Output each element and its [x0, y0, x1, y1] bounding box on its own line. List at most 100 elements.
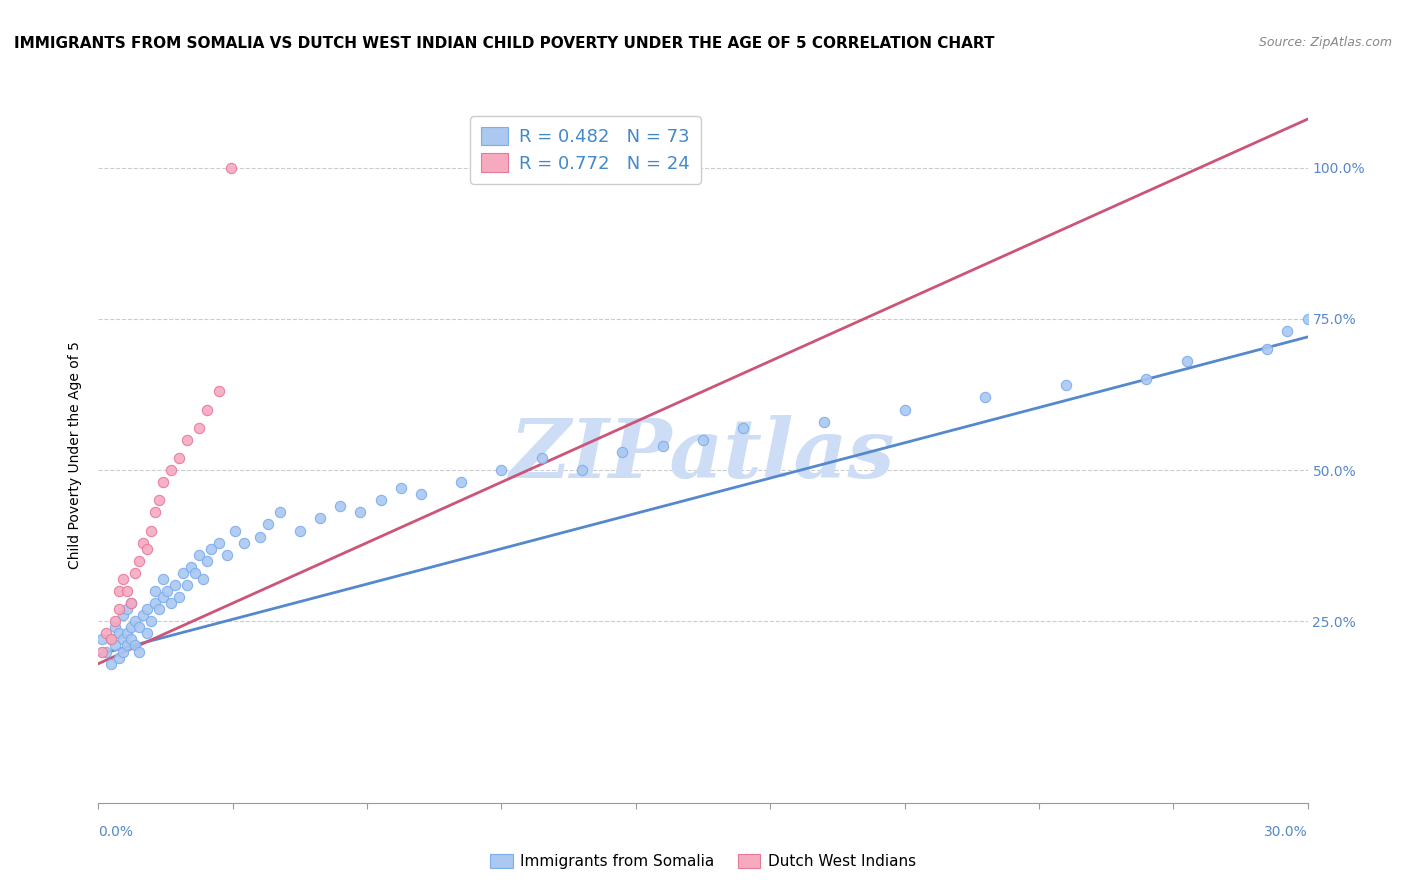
Point: [269, 505, 291, 519]
Point: [143, 596, 166, 610]
Point: [160, 596, 183, 610]
Point: [288, 524, 311, 538]
Point: [100, 657, 122, 671]
Point: [1296, 311, 1319, 326]
Point: [103, 620, 125, 634]
Legend: R = 0.482   N = 73, R = 0.772   N = 24: R = 0.482 N = 73, R = 0.772 N = 24: [470, 116, 700, 184]
Point: [124, 639, 146, 653]
Point: [349, 505, 371, 519]
Point: [224, 524, 246, 538]
Point: [176, 433, 198, 447]
Point: [120, 620, 142, 634]
Point: [152, 572, 174, 586]
Point: [571, 463, 593, 477]
Point: [1277, 324, 1299, 338]
Point: [115, 626, 138, 640]
Point: [217, 548, 239, 562]
Point: [148, 602, 170, 616]
Point: [893, 402, 915, 417]
Point: [172, 566, 194, 580]
Point: [120, 632, 142, 647]
Point: [651, 439, 673, 453]
Point: [107, 584, 129, 599]
Point: [692, 433, 714, 447]
Point: [103, 639, 125, 653]
Point: [195, 554, 218, 568]
Point: [249, 530, 271, 544]
Point: [100, 632, 122, 647]
Point: [107, 650, 129, 665]
Point: [111, 644, 134, 658]
Point: [107, 626, 129, 640]
Point: [135, 602, 157, 616]
Point: [409, 487, 432, 501]
Y-axis label: Child Poverty Under the Age of 5: Child Poverty Under the Age of 5: [69, 341, 83, 569]
Point: [128, 620, 150, 634]
Point: [180, 559, 202, 574]
Point: [188, 420, 211, 434]
Point: [195, 402, 218, 417]
Point: [256, 517, 278, 532]
Text: IMMIGRANTS FROM SOMALIA VS DUTCH WEST INDIAN CHILD POVERTY UNDER THE AGE OF 5 CO: IMMIGRANTS FROM SOMALIA VS DUTCH WEST IN…: [14, 36, 994, 51]
Point: [143, 584, 166, 599]
Point: [135, 626, 157, 640]
Point: [152, 475, 174, 490]
Point: [124, 566, 146, 580]
Point: [208, 535, 231, 549]
Legend: Immigrants from Somalia, Dutch West Indians: Immigrants from Somalia, Dutch West Indi…: [484, 848, 922, 875]
Point: [167, 450, 190, 465]
Point: [148, 493, 170, 508]
Point: [193, 572, 215, 586]
Point: [1054, 378, 1077, 392]
Point: [100, 632, 122, 647]
Point: [91, 644, 114, 658]
Point: [124, 615, 146, 629]
Point: [115, 584, 138, 599]
Point: [208, 384, 231, 399]
Point: [156, 584, 179, 599]
Point: [221, 161, 243, 175]
Text: ZIPatlas: ZIPatlas: [510, 415, 896, 495]
Point: [128, 644, 150, 658]
Point: [184, 566, 207, 580]
Point: [152, 590, 174, 604]
Point: [309, 511, 332, 525]
Point: [107, 602, 129, 616]
Point: [139, 615, 162, 629]
Point: [103, 615, 125, 629]
Point: [733, 420, 755, 434]
Point: [450, 475, 472, 490]
Point: [111, 632, 134, 647]
Point: [91, 632, 114, 647]
Point: [813, 415, 835, 429]
Point: [530, 450, 553, 465]
Point: [120, 596, 142, 610]
Point: [1135, 372, 1157, 386]
Point: [329, 500, 352, 514]
Point: [120, 596, 142, 610]
Point: [96, 626, 118, 640]
Text: 30.0%: 30.0%: [1264, 825, 1308, 839]
Point: [1175, 354, 1198, 368]
Text: 0.0%: 0.0%: [98, 825, 134, 839]
Point: [135, 541, 157, 556]
Point: [491, 463, 513, 477]
Point: [370, 493, 392, 508]
Text: Source: ZipAtlas.com: Source: ZipAtlas.com: [1258, 36, 1392, 49]
Point: [163, 578, 186, 592]
Point: [96, 644, 118, 658]
Point: [232, 535, 254, 549]
Point: [612, 445, 634, 459]
Point: [115, 602, 138, 616]
Point: [132, 608, 155, 623]
Point: [111, 572, 134, 586]
Point: [389, 481, 412, 495]
Point: [115, 639, 138, 653]
Point: [176, 578, 198, 592]
Point: [128, 554, 150, 568]
Point: [111, 608, 134, 623]
Point: [143, 505, 166, 519]
Point: [160, 463, 183, 477]
Point: [200, 541, 222, 556]
Point: [188, 548, 211, 562]
